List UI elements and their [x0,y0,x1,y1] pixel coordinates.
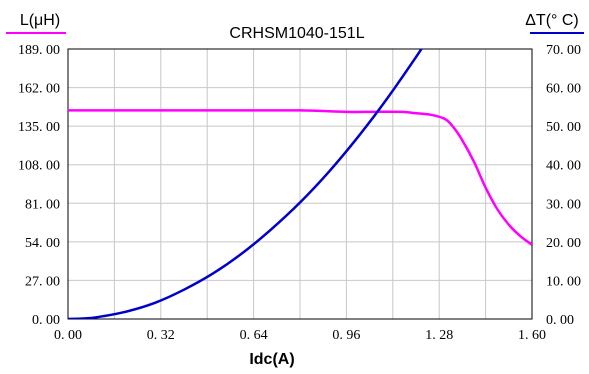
y-right-tick-label: 10. 00 [546,274,581,289]
x-tick-label: 1. 28 [425,328,453,343]
inductance-series-line [68,109,532,246]
y-left-axis-label: L(μH) [20,12,60,29]
y-right-tick-label: 20. 00 [546,236,581,251]
y-left-tick-label: 162. 00 [18,82,60,97]
x-tick-label: 0. 32 [147,328,175,343]
temperature-rise-series-line [68,49,423,319]
y-left-tick-label: 135. 00 [18,120,60,135]
y-left-tick-label: 81. 00 [25,197,60,212]
x-tick-label: 0. 64 [240,328,268,343]
plot-frame [67,48,533,320]
y-right-axis-label: ΔT(° C) [525,12,579,29]
x-axis-label: Idc(A) [249,351,294,368]
y-right-tick-label: 60. 00 [546,82,581,97]
x-tick-label: 0. 96 [332,328,360,343]
chart-title: CRHSM1040-151L [229,25,364,42]
y-right-tick-label: 0. 00 [546,313,574,328]
y-right-tick-label: 30. 00 [546,197,581,212]
y-left-tick-label: 0. 00 [32,313,60,328]
y-left-tick-label: 54. 00 [25,236,60,251]
y-right-tick-label: 40. 00 [546,159,581,174]
x-tick-label: 1. 60 [518,328,546,343]
x-tick-label: 0. 00 [54,328,82,343]
y-left-tick-label: 108. 00 [18,159,60,174]
y-right-tick-label: 70. 00 [546,43,581,58]
y-right-tick-label: 50. 00 [546,120,581,135]
y-left-tick-label: 27. 00 [25,274,60,289]
y-left-tick-label: 189. 00 [18,43,60,58]
